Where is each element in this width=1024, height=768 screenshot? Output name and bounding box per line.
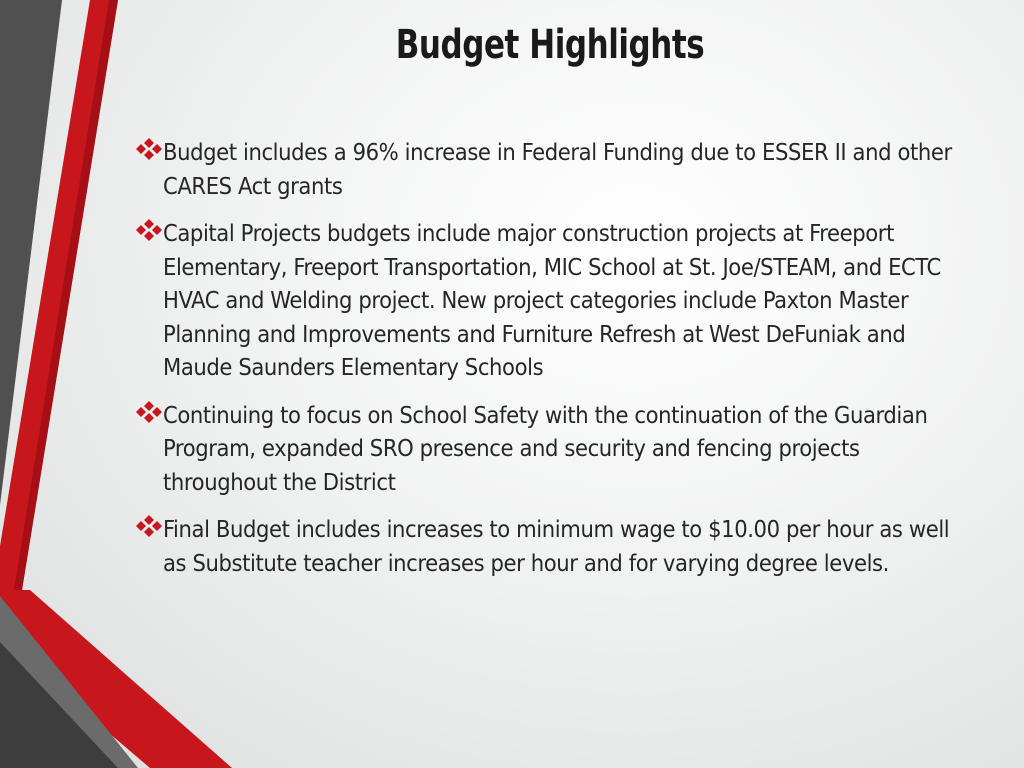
four-diamond-icon	[136, 219, 162, 241]
left-red-stripe-highlight	[14, 0, 118, 590]
bullet-item-4: Final Budget includes increases to minim…	[132, 513, 958, 580]
slide-title: Budget Highlights	[395, 22, 705, 68]
four-diamond-icon	[136, 400, 162, 423]
bottom-dark-gray-stripe	[0, 642, 118, 768]
left-dark-gray-stripe	[0, 0, 62, 505]
four-diamond-icon	[136, 515, 162, 537]
bottom-red-stripe	[0, 590, 232, 768]
bullet-item-1: Budget includes a 96% increase in Federa…	[132, 136, 958, 203]
bullet-list: Budget includes a 96% increase in Federa…	[132, 136, 958, 594]
bullet-item-3: Continuing to focus on School Safety wit…	[132, 399, 958, 500]
bullet-text: Budget includes a 96% increase in Federa…	[163, 138, 952, 200]
bullet-item-2: Capital Projects budgets include major c…	[132, 217, 958, 385]
four-diamond-icon	[136, 138, 162, 160]
bullet-text: Continuing to focus on School Safety wit…	[163, 400, 928, 496]
bullet-text: Capital Projects budgets include major c…	[163, 219, 941, 381]
bullet-text: Final Budget includes increases to minim…	[163, 515, 950, 577]
